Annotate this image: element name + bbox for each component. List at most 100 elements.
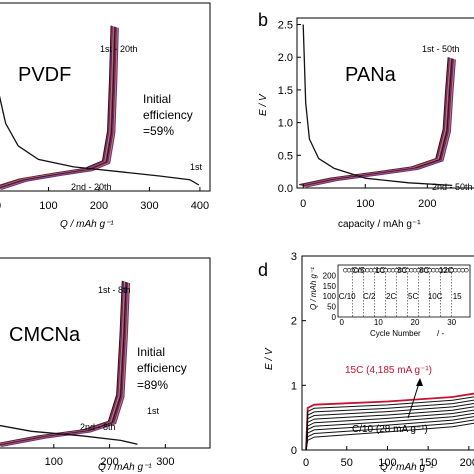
panel-c-xlabel: Q / mAh g⁻¹	[98, 462, 152, 473]
panel-b-yticks: 0.0 0.5 1.0 1.5 2.0 2.5	[278, 20, 301, 195]
panel-b-xticks: 0 100 200	[300, 184, 437, 210]
c-cycle-curve-5	[0, 281, 127, 446]
inset-xtick-label: 10	[374, 318, 383, 327]
panel-d-ytick-label: 0	[291, 445, 297, 457]
panel-a-cycle-first: 1st	[190, 162, 203, 172]
panel-c-title: CMCNa	[9, 324, 81, 346]
panel-c-xtick-label: 300	[156, 456, 174, 468]
panel-c-annotation-1: Initial	[137, 345, 165, 359]
panel-c-annotation-3: =89%	[137, 378, 168, 392]
panel-d-arrow	[407, 379, 421, 419]
panel-d-rate-curve-10	[305, 422, 474, 451]
panel-c-xtick-label: 200	[100, 456, 118, 468]
inset-xtick-label: 0	[339, 318, 344, 327]
panel-a-xtick-label: 100	[39, 200, 57, 212]
inset-capacity-point	[368, 268, 374, 273]
panel-d-xtick-label: 150	[419, 457, 437, 469]
inset-unit: / -	[437, 329, 444, 338]
panel-d-annotation-15c: 15C (4,185 mA g⁻¹)	[345, 365, 432, 376]
panel-a-frame	[0, 2, 211, 192]
inset-ytick-label: 200	[323, 271, 337, 280]
panel-a-annotation-1: Initial	[143, 92, 171, 106]
panel-b-ytick-label: 0.5	[278, 150, 293, 162]
inset-capacity-point	[409, 268, 414, 273]
inset-rate-label-bottom: 15	[453, 292, 462, 301]
panel-c-cycle-first: 1st	[147, 406, 160, 416]
panel-b-xtick-label: 200	[418, 198, 436, 210]
panel-d-annotation-c10: C/10 (28 mA g⁻¹)	[352, 424, 428, 435]
inset-capacity-point	[412, 268, 418, 273]
inset-capacity-point	[343, 268, 348, 273]
panel-d-rate-curve-8	[305, 416, 474, 451]
panel-b-ytick-label: 2.0	[278, 52, 293, 64]
panel-a-curves	[0, 25, 200, 191]
b-first-cycle-curve	[302, 24, 453, 187]
panel-c-frame	[0, 257, 211, 449]
panel-b-ylabel: E / V	[258, 93, 269, 116]
panel-b: b PANa 1st - 50th 2nd - 50th 0.0 0.5 1.0 1.…	[258, 10, 474, 230]
panel-b-letter: b	[258, 10, 268, 30]
panel-c: CMCNa 1st - 8th 2nd - 8th 1st Initial ef…	[0, 257, 211, 473]
panel-a-cycle-bottom: 2nd - 20th	[71, 182, 112, 192]
panel-a: PVDF 1st - 20th 2nd - 20th 1st Initial e…	[0, 2, 211, 230]
panel-a-annotation-3: =59%	[143, 124, 174, 138]
panel-a-cycle-top: 1st - 20th	[100, 44, 138, 54]
panel-d-xtick-label: 50	[341, 457, 353, 469]
panel-d-frame	[301, 255, 474, 451]
panel-c-annotation-2: efficiency	[137, 361, 187, 375]
inset-rate-label-top: C/5	[352, 266, 365, 275]
panel-b-cycle-bottom: 2nd - 50th	[432, 182, 473, 192]
panel-a-xlabel: Q / mAh g⁻¹	[60, 219, 114, 230]
inset-rate-label-bottom: 10C	[428, 292, 443, 301]
panel-c-cycle-bottom: 2nd - 8th	[80, 422, 116, 432]
panel-b-curves	[299, 24, 456, 188]
inset-ytick-label: 0	[332, 313, 337, 322]
panel-a-xticks: 0 100 200 300 400	[0, 187, 209, 212]
inset-capacity-point	[431, 268, 436, 273]
panel-b-ytick-label: 0.0	[278, 183, 293, 195]
inset-ytick-label: 150	[323, 282, 337, 291]
inset-capacity-point	[346, 268, 352, 273]
panel-b-cycle-top: 1st - 50th	[422, 44, 460, 54]
panel-b-ytick-label: 1.0	[278, 118, 293, 130]
b-cycle-curve-10	[306, 59, 456, 188]
inset-capacity-point	[456, 268, 462, 273]
panel-d-rate-curve-9	[305, 419, 474, 451]
a-cycle-curve-10	[1, 27, 119, 191]
inset-rate-label-top: 3C	[397, 266, 407, 275]
c-cycle-curve-10	[1, 282, 131, 447]
panel-b-frame	[296, 17, 474, 189]
panel-b-xtick-label: 0	[300, 198, 306, 210]
c-first-cycle-curve	[0, 424, 138, 445]
inset-rate-label-bottom: 5C	[408, 292, 418, 301]
panel-b-xlabel: capacity / mAh g⁻¹	[338, 219, 421, 230]
panel-b-title: PANa	[345, 64, 397, 86]
panel-c-xtick-label: 100	[45, 456, 63, 468]
panel-a-xtick-label: 400	[191, 200, 209, 212]
panel-b-xtick-label: 100	[356, 198, 374, 210]
inset-capacity-point	[390, 268, 396, 273]
panel-d-xtick-label: 200	[460, 457, 474, 469]
panel-d-xticks: 0 50 100 150 200	[303, 446, 474, 469]
c-cycle-curve-4	[0, 281, 126, 445]
inset-capacity-point	[464, 268, 469, 273]
inset-capacity-point	[365, 268, 370, 273]
inset-xtick-label: 20	[411, 318, 420, 327]
inset-ytick-label: 50	[327, 303, 336, 312]
inset-capacity-point	[460, 268, 465, 273]
panel-d-ytick-label: 2	[291, 316, 297, 328]
inset-ytick-label: 100	[323, 292, 337, 301]
panel-d-xtick-label: 100	[378, 457, 396, 469]
panel-d-ytick-label: 3	[291, 251, 297, 263]
inset-rate-label-bottom: C/10	[339, 292, 356, 301]
panel-c-cycle-top: 1st - 8th	[98, 285, 131, 295]
panel-d-ytick-label: 1	[291, 380, 297, 392]
panel-a-title: PVDF	[18, 64, 71, 86]
inset-xtick-label: 30	[447, 318, 456, 327]
panel-d-arrowhead	[416, 378, 423, 386]
panel-d-letter: d	[258, 260, 268, 280]
panel-d-xlabel: Q / mAh g⁻¹	[380, 462, 434, 473]
